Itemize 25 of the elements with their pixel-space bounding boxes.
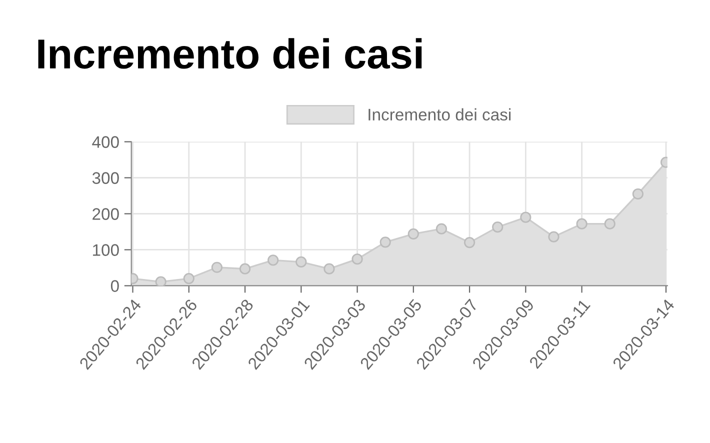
point: [296, 256, 307, 268]
y-tick-label: 300: [92, 172, 119, 184]
y-tick-label: 200: [92, 208, 119, 220]
point: [576, 218, 588, 230]
point: [632, 188, 644, 200]
point: [436, 223, 448, 234]
point: [520, 212, 532, 223]
point: [268, 254, 279, 266]
legend-label: Incremento dei casi: [368, 108, 511, 121]
point: [464, 236, 476, 248]
y-tick-label: 400: [92, 136, 119, 148]
point: [183, 272, 194, 284]
point: [155, 276, 166, 286]
point: [408, 228, 419, 240]
point: [211, 262, 223, 273]
y-tick-label: 0: [110, 280, 119, 292]
point: [604, 218, 616, 230]
point: [324, 263, 335, 274]
point: [352, 254, 363, 265]
point: [548, 231, 560, 242]
point: [239, 263, 251, 274]
chart-title: Incremento dei casi: [38, 38, 422, 69]
point: [492, 222, 504, 233]
y-tick-label: 100: [93, 244, 119, 256]
point: [380, 236, 391, 248]
